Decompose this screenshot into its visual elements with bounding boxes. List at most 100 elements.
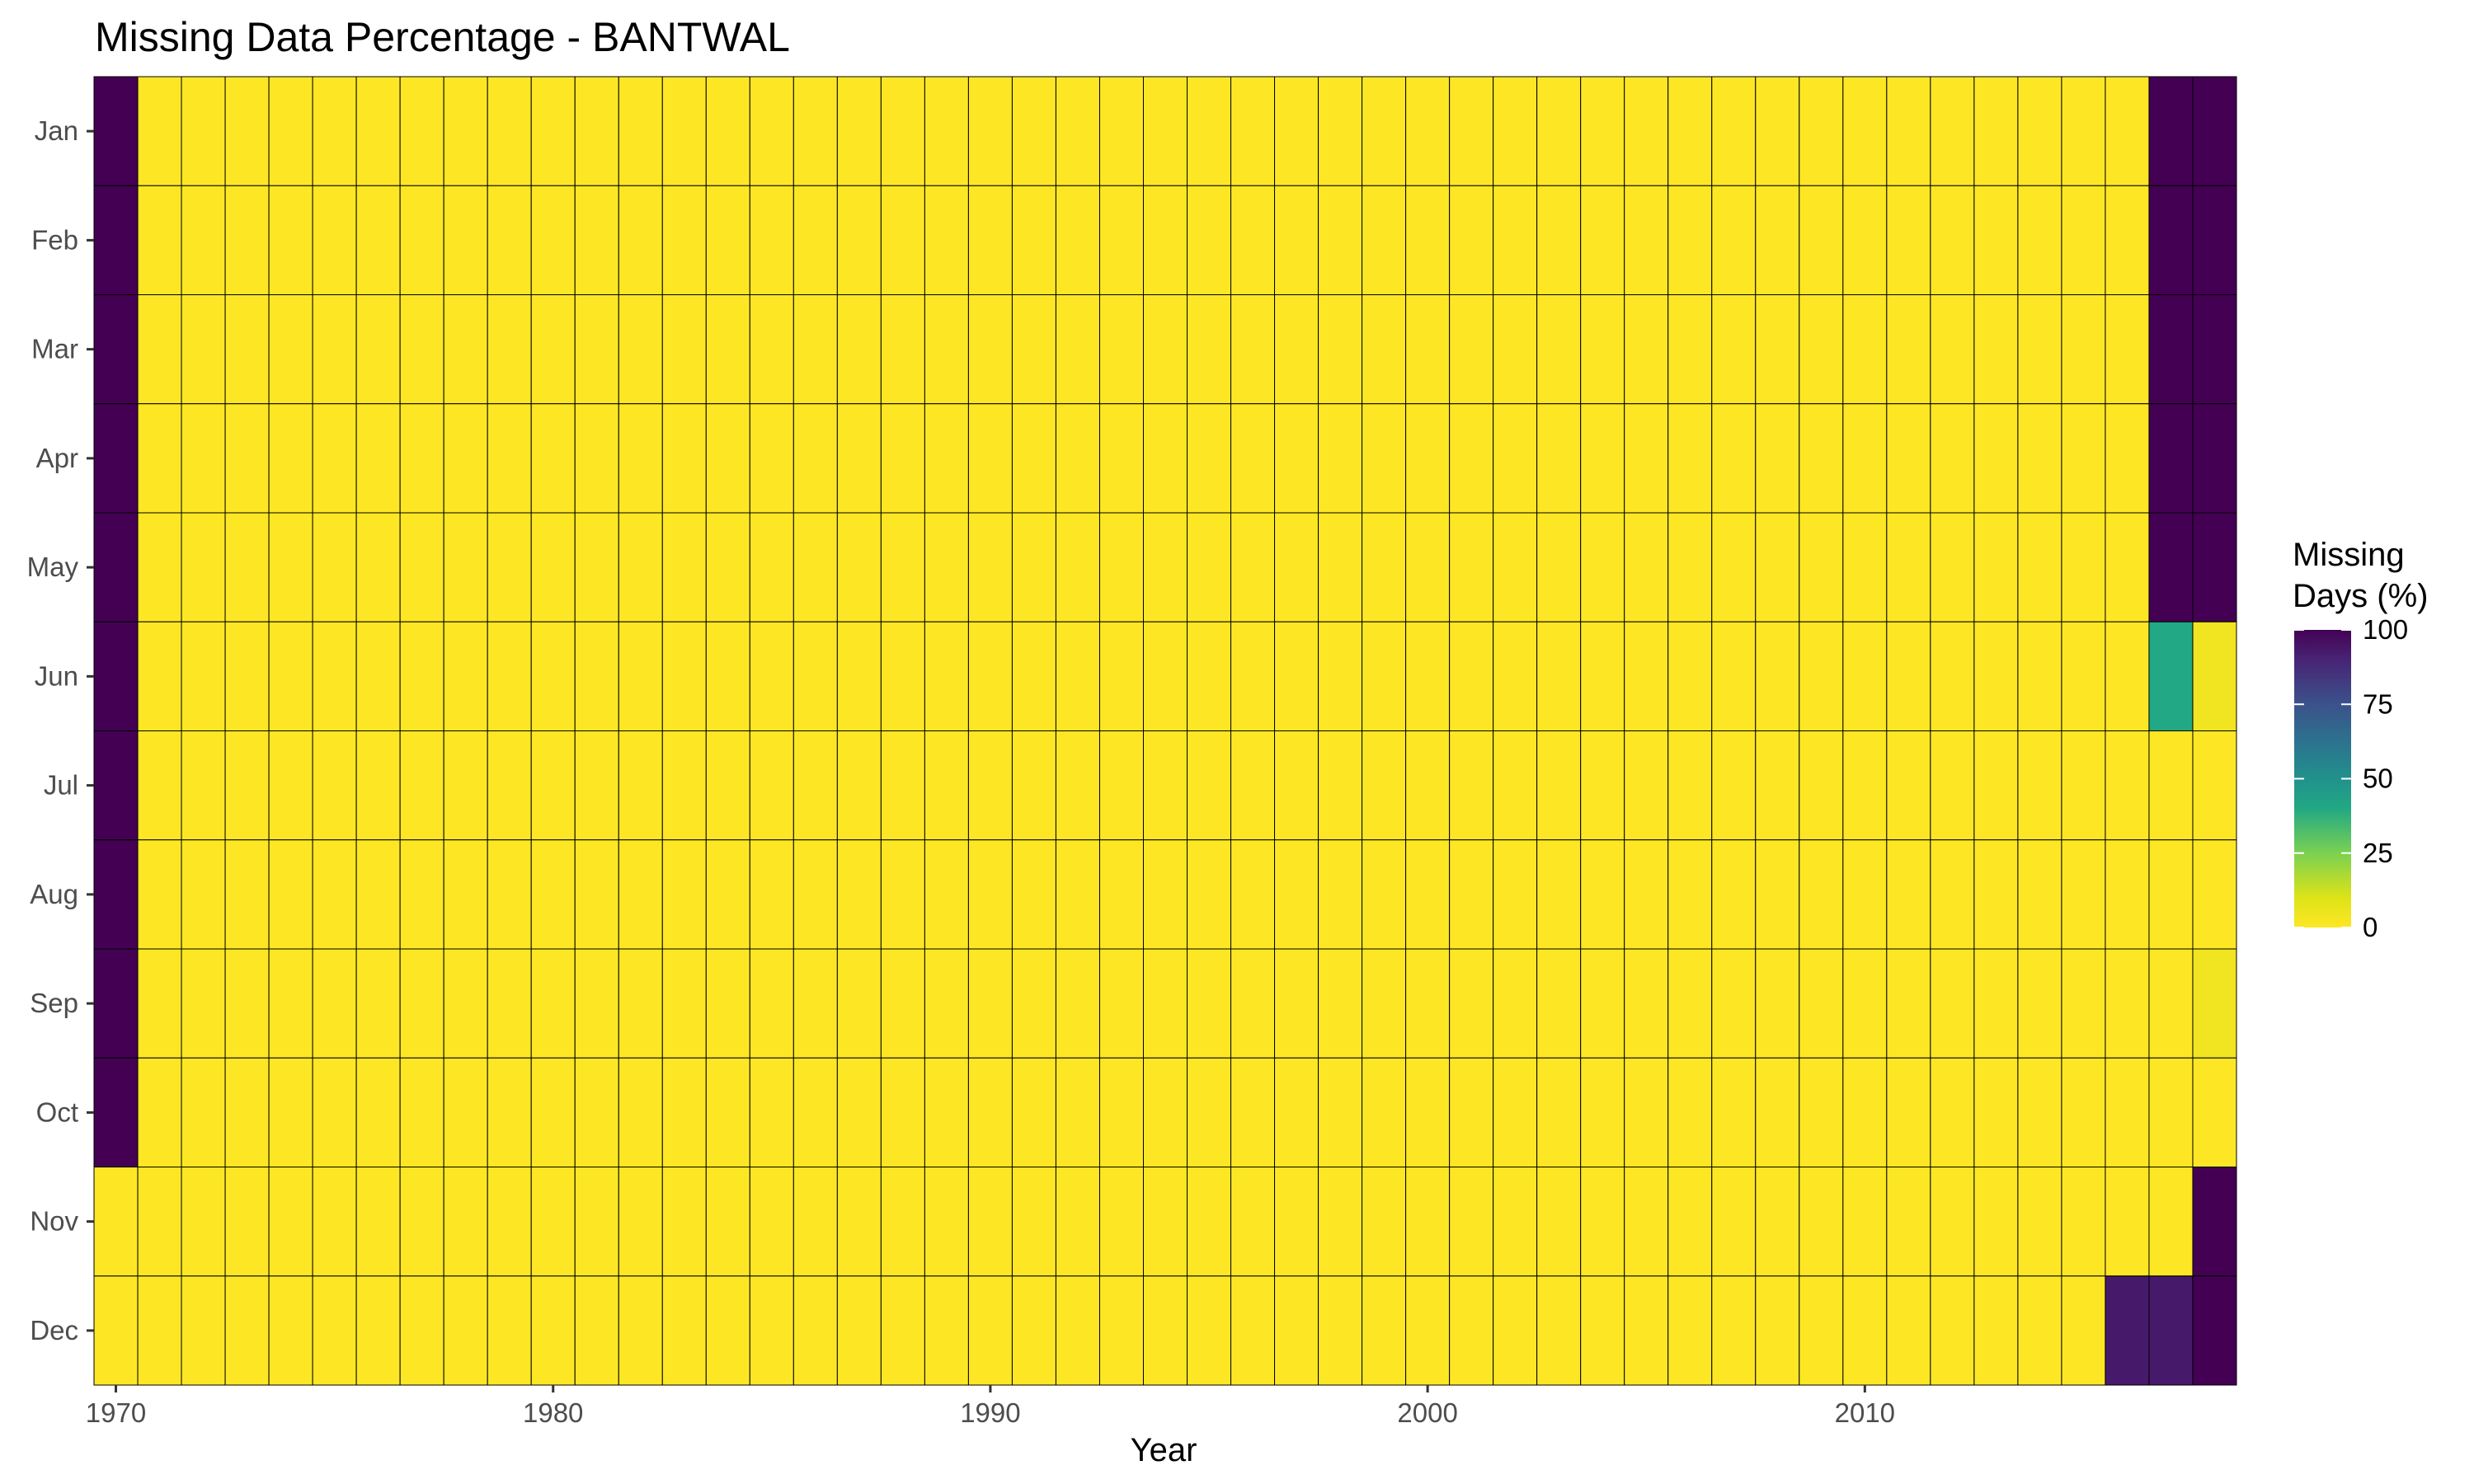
heatmap-cell-2009-jun xyxy=(1799,621,1844,731)
heatmap-cell-2003-oct xyxy=(1536,1057,1582,1167)
heatmap-cell-2017-jan xyxy=(2148,76,2194,186)
heatmap-cell-1988-sep xyxy=(880,948,925,1059)
heatmap-cell-1981-jan xyxy=(574,76,619,186)
legend-label-50: 50 xyxy=(2363,763,2393,794)
heatmap-cell-1995-oct xyxy=(1187,1057,1232,1167)
heatmap-cell-2018-apr xyxy=(2192,403,2237,514)
heatmap-cell-1979-mar xyxy=(487,294,532,405)
heatmap-cell-1978-dec xyxy=(443,1275,488,1386)
heatmap-cell-1998-dec xyxy=(1318,1275,1363,1386)
heatmap-cell-1976-feb xyxy=(355,185,401,295)
heatmap-cell-1996-jul xyxy=(1230,730,1276,841)
heatmap-cell-2018-mar xyxy=(2192,294,2237,405)
heatmap-cell-2015-jul xyxy=(2061,730,2106,841)
heatmap-cell-1987-sep xyxy=(836,948,882,1059)
heatmap-cell-1980-jul xyxy=(530,730,576,841)
heatmap-cell-1975-may xyxy=(312,512,357,622)
heatmap-cell-1998-feb xyxy=(1318,185,1363,295)
heatmap-cell-1994-aug xyxy=(1142,839,1188,950)
heatmap-cell-1973-aug xyxy=(224,839,270,950)
heatmap-cell-2011-nov xyxy=(1886,1167,1931,1277)
heatmap-cell-1981-sep xyxy=(574,948,619,1059)
heatmap-cell-2008-dec xyxy=(1755,1275,1800,1386)
heatmap-cell-1998-jan xyxy=(1318,76,1363,186)
heatmap-cell-1980-apr xyxy=(530,403,576,514)
heatmap-cell-2000-may xyxy=(1405,512,1451,622)
heatmap-cell-2011-jan xyxy=(1886,76,1931,186)
heatmap-cell-1980-may xyxy=(530,512,576,622)
heatmap-cell-2015-nov xyxy=(2061,1167,2106,1277)
heatmap-cell-2016-jan xyxy=(2105,76,2150,186)
heatmap-cell-2009-may xyxy=(1799,512,1844,622)
heatmap-cell-2006-nov xyxy=(1667,1167,1713,1277)
heatmap-cell-2014-sep xyxy=(2017,948,2062,1059)
heatmap-cell-1978-jan xyxy=(443,76,488,186)
heatmap-cell-2003-dec xyxy=(1536,1275,1582,1386)
heatmap-cell-1988-jul xyxy=(880,730,925,841)
heatmap-cell-1978-may xyxy=(443,512,488,622)
heatmap-cell-1981-apr xyxy=(574,403,619,514)
heatmap-cell-2000-feb xyxy=(1405,185,1451,295)
heatmap-cell-1990-mar xyxy=(967,294,1013,405)
heatmap-cell-2002-mar xyxy=(1493,294,1538,405)
heatmap-cell-2007-dec xyxy=(1711,1275,1757,1386)
heatmap-cell-2018-may xyxy=(2192,512,2237,622)
heatmap-cell-1979-jan xyxy=(487,76,532,186)
heatmap-cell-2006-jun xyxy=(1667,621,1713,731)
heatmap-cell-2000-sep xyxy=(1405,948,1451,1059)
legend-label-0: 0 xyxy=(2363,912,2378,942)
heatmap-cell-1994-mar xyxy=(1142,294,1188,405)
heatmap-cell-1978-sep xyxy=(443,948,488,1059)
heatmap-cell-1987-nov xyxy=(836,1167,882,1277)
heatmap-cell-1974-mar xyxy=(268,294,313,405)
heatmap-cell-1983-oct xyxy=(661,1057,707,1167)
heatmap-cell-2015-dec xyxy=(2061,1275,2106,1386)
heatmap-cell-2015-oct xyxy=(2061,1057,2106,1167)
heatmap-cell-1984-may xyxy=(705,512,750,622)
heatmap-cell-1991-jul xyxy=(1011,730,1056,841)
heatmap-cell-1985-feb xyxy=(749,185,794,295)
heatmap-cell-1993-jan xyxy=(1098,76,1144,186)
heatmap-cell-2010-mar xyxy=(1842,294,1888,405)
heatmap-cell-1976-aug xyxy=(355,839,401,950)
heatmap-cell-1973-dec xyxy=(224,1275,270,1386)
heatmap-cell-2010-jun xyxy=(1842,621,1888,731)
heatmap-cell-1973-feb xyxy=(224,185,270,295)
heatmap-cell-1990-feb xyxy=(967,185,1013,295)
heatmap-cell-2017-mar xyxy=(2148,294,2194,405)
heatmap-cell-1989-apr xyxy=(924,403,969,514)
heatmap-cell-2014-apr xyxy=(2017,403,2062,514)
heatmap-cell-1982-dec xyxy=(618,1275,663,1386)
heatmap-cell-1975-sep xyxy=(312,948,357,1059)
heatmap-cell-1985-dec xyxy=(749,1275,794,1386)
heatmap-cell-1999-jan xyxy=(1362,76,1407,186)
heatmap-cell-2018-jan xyxy=(2192,76,2237,186)
heatmap-cell-1997-feb xyxy=(1274,185,1319,295)
heatmap-cell-1974-apr xyxy=(268,403,313,514)
heatmap-cell-1977-feb xyxy=(399,185,444,295)
heatmap-cell-1980-sep xyxy=(530,948,576,1059)
heatmap-cell-1983-jul xyxy=(661,730,707,841)
y-axis: Jan Feb Mar Apr May Jun Jul Aug Sep Oct Nov Dec xyxy=(27,115,94,1345)
heatmap-cell-2011-mar xyxy=(1886,294,1931,405)
heatmap-cell-1975-jul xyxy=(312,730,357,841)
heatmap-cell-1970-nov xyxy=(93,1167,139,1277)
heatmap-cell-1989-jan xyxy=(924,76,969,186)
heatmap-cell-2001-sep xyxy=(1449,948,1494,1059)
heatmap-cell-2012-jan xyxy=(1930,76,1975,186)
heatmap-cell-2000-jan xyxy=(1405,76,1451,186)
heatmap-cell-1995-aug xyxy=(1187,839,1232,950)
heatmap-cell-1993-jun xyxy=(1098,621,1144,731)
heatmap-cell-1979-jul xyxy=(487,730,532,841)
heatmap-cell-2002-feb xyxy=(1493,185,1538,295)
heatmap-cell-1991-jun xyxy=(1011,621,1056,731)
heatmap-cell-1971-jun xyxy=(137,621,182,731)
heatmap-cell-1986-aug xyxy=(793,839,838,950)
heatmap-cell-1990-nov xyxy=(967,1167,1013,1277)
heatmap-cell-2010-jan xyxy=(1842,76,1888,186)
heatmap-cell-1986-jul xyxy=(793,730,838,841)
heatmap-cell-2002-oct xyxy=(1493,1057,1538,1167)
heatmap-cell-2007-sep xyxy=(1711,948,1757,1059)
heatmap-cell-1979-dec xyxy=(487,1275,532,1386)
